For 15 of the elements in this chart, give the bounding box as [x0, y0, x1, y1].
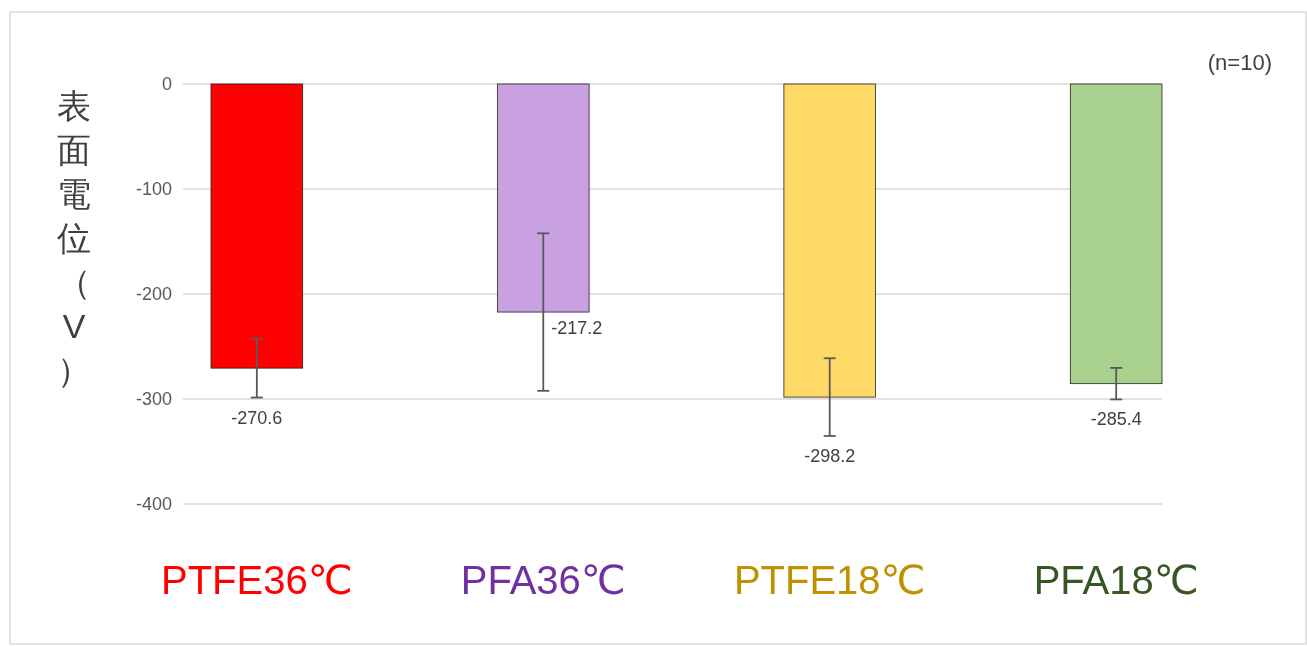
data-label: -217.2: [551, 318, 603, 339]
data-label: -270.6: [231, 407, 283, 428]
x-tick-label: PFA18℃: [1033, 558, 1199, 602]
y-tick-label: -100: [135, 179, 172, 200]
x-tick-label: PTFE18℃: [733, 558, 926, 602]
text: (n=10): [1207, 50, 1272, 75]
data-label: -285.4: [1090, 409, 1142, 430]
y-tick-label: 0: [161, 74, 172, 95]
y-tick-label: -300: [135, 389, 172, 410]
x-tick-label: PTFE36℃: [161, 558, 353, 602]
data-label: -298.2: [804, 445, 856, 466]
y-axis-title: 表面電位（V）: [57, 87, 91, 389]
x-tick-label: PFA36℃: [460, 558, 626, 602]
y-tick-label: -200: [135, 284, 172, 305]
y-tick-label: -400: [135, 494, 172, 515]
